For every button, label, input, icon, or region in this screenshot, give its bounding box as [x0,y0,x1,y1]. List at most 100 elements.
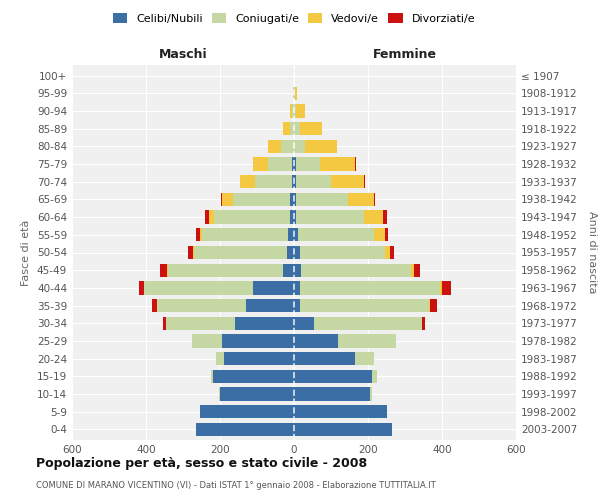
Bar [233,193,290,206]
Bar [294,316,314,330]
Bar [372,370,377,383]
Bar [246,299,294,312]
Bar [296,210,364,224]
Bar [295,86,296,100]
Bar [290,122,294,136]
Bar [235,316,294,330]
Bar [442,281,451,294]
Bar [294,281,299,294]
Bar [294,210,296,224]
Bar [163,316,166,330]
Bar [222,193,233,206]
Bar [355,158,356,170]
Bar [281,140,294,153]
Y-axis label: Anni di nascita: Anni di nascita [587,211,597,294]
Bar [290,193,294,206]
Bar [314,316,422,330]
Bar [385,228,388,241]
Bar [294,86,295,100]
Bar [191,334,192,347]
Bar [320,158,355,170]
Bar [370,388,372,400]
Text: Maschi: Maschi [158,48,208,62]
Bar [200,228,202,241]
Bar [374,193,376,206]
Bar [338,334,396,347]
Text: COMUNE DI MARANO VICENTINO (VI) - Dati ISTAT 1° gennaio 2008 - Elaborazione TUTT: COMUNE DI MARANO VICENTINO (VI) - Dati I… [36,480,436,490]
Bar [139,281,144,294]
Bar [196,423,294,436]
Legend: Celibi/Nubili, Coniugati/e, Vedovi/e, Divorziati/e: Celibi/Nubili, Coniugati/e, Vedovi/e, Di… [111,10,477,26]
Bar [390,246,394,259]
Bar [294,370,372,383]
Bar [224,352,294,366]
Bar [410,264,414,277]
Bar [193,246,194,259]
Bar [294,388,370,400]
Bar [211,370,212,383]
Bar [294,193,296,206]
Bar [294,334,338,347]
Bar [219,388,220,400]
Bar [239,175,241,188]
Bar [374,228,385,241]
Bar [160,264,167,277]
Bar [298,228,374,241]
Bar [255,175,292,188]
Bar [220,388,294,400]
Bar [293,86,294,100]
Bar [294,175,296,188]
Bar [299,246,385,259]
Bar [296,193,347,206]
Bar [290,210,294,224]
Text: Popolazione per età, sesso e stato civile - 2008: Popolazione per età, sesso e stato civil… [36,458,367,470]
Bar [166,316,235,330]
Bar [283,264,294,277]
Text: Femmine: Femmine [373,48,437,62]
Bar [294,423,392,436]
Bar [214,210,290,224]
Bar [221,193,222,206]
Bar [241,175,255,188]
Bar [299,122,322,136]
Bar [294,264,301,277]
Bar [331,175,364,188]
Bar [292,104,294,118]
Bar [268,158,292,170]
Bar [205,210,209,224]
Bar [202,228,289,241]
Bar [287,246,294,259]
Bar [294,122,299,136]
Bar [347,193,374,206]
Bar [294,228,298,241]
Bar [212,370,294,383]
Bar [355,352,374,366]
Bar [167,264,168,277]
Bar [385,246,390,259]
Bar [209,210,214,224]
Bar [440,281,442,294]
Bar [200,405,294,418]
Bar [290,104,292,118]
Bar [283,122,290,136]
Bar [289,228,294,241]
Bar [301,264,410,277]
Bar [294,158,296,170]
Bar [294,405,386,418]
Bar [152,299,157,312]
Bar [429,299,430,312]
Y-axis label: Fasce di età: Fasce di età [22,220,31,286]
Bar [294,299,299,312]
Bar [194,246,287,259]
Bar [414,264,420,277]
Bar [294,104,296,118]
Bar [188,246,193,259]
Bar [364,175,365,188]
Bar [296,158,320,170]
Bar [364,210,383,224]
Bar [396,334,397,347]
Bar [253,281,294,294]
Bar [299,299,429,312]
Bar [216,352,224,366]
Bar [268,140,281,153]
